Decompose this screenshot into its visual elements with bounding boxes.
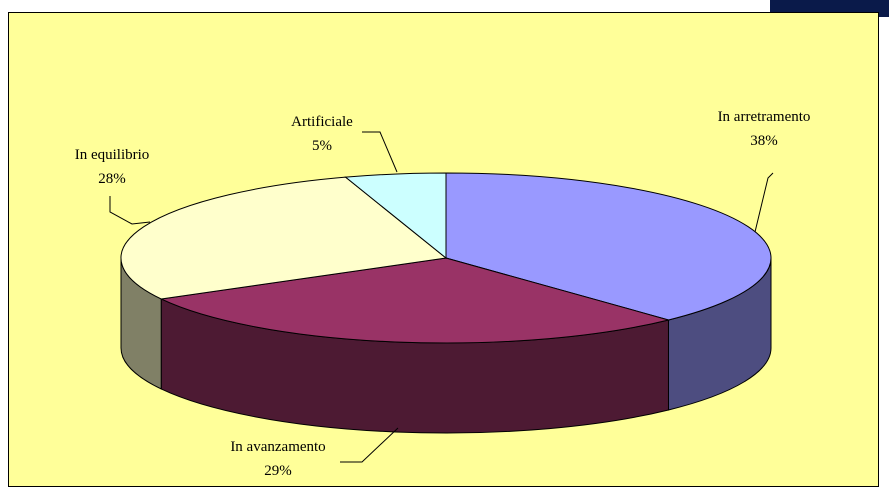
slice-label: In equilibrio <box>75 147 150 163</box>
slice-label: Artificiale <box>291 114 353 130</box>
slice <box>159 257 671 344</box>
slice <box>344 172 447 260</box>
labels: In arretramento 38% In avanzamento 29% In eq… <box>75 109 811 479</box>
leader-line <box>754 172 774 233</box>
slice-label: In avanzamento <box>230 439 325 455</box>
slice-label: In arretramento <box>718 109 811 125</box>
slice-value-label: 29% <box>264 463 292 479</box>
leader-line <box>362 131 398 173</box>
leader-line <box>109 196 151 225</box>
slice <box>120 176 448 300</box>
leader-lines <box>109 131 774 463</box>
slice-value-label: 5% <box>312 138 332 154</box>
leader-line <box>340 427 399 463</box>
slice-value-label: 38% <box>750 133 778 149</box>
slice-value-label: 28% <box>98 171 126 187</box>
pie <box>120 172 772 434</box>
slice <box>445 172 772 321</box>
